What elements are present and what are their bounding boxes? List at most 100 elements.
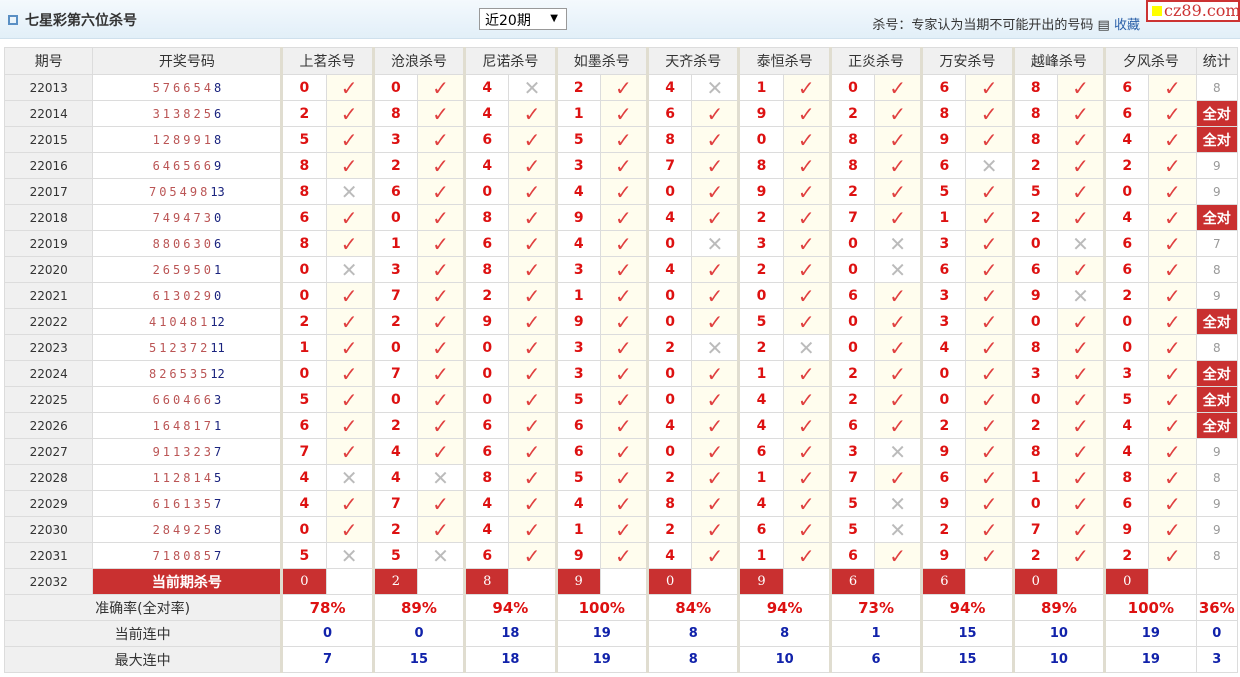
- empty-cell: [1195, 568, 1239, 595]
- check-icon: ✓: [325, 152, 374, 179]
- check-icon: ✓: [874, 74, 923, 101]
- draw-numbers: 82653512: [92, 360, 283, 387]
- kill-number: 2: [737, 256, 784, 283]
- period-cell: 22014: [3, 100, 94, 127]
- check-icon: ✓: [508, 464, 557, 491]
- kill-number: 5: [371, 542, 418, 569]
- kill-number: 2: [920, 516, 967, 543]
- header-expert: 万安杀号: [920, 47, 1014, 75]
- kill-number: 2: [1011, 152, 1058, 179]
- table-row: 22028 1128145 4 ✕ 4 ✕ 8 ✓ 5 ✓ 2 ✓ 1 ✓ 7 ✓ 6 ✓ 1 ✓ 8 ✓ 8: [3, 464, 1239, 491]
- kill-number: 1: [737, 360, 784, 387]
- draw-digits: 718085: [152, 548, 214, 563]
- kill-number: 2: [1011, 542, 1058, 569]
- kill-number: 8: [1011, 126, 1058, 153]
- check-icon: ✓: [1148, 256, 1197, 283]
- kill-number: 0: [646, 308, 693, 335]
- check-icon: ✓: [1056, 152, 1106, 179]
- check-icon: ✓: [1056, 74, 1106, 101]
- check-icon: ✓: [599, 308, 649, 335]
- kill-number: 1: [554, 516, 601, 543]
- table-row: 22018 7494730 6 ✓ 0 ✓ 8 ✓ 9 ✓ 4 ✓ 2 ✓ 7 ✓ 1 ✓ 2 ✓ 4 ✓ 全对: [3, 204, 1239, 231]
- kill-number: 3: [828, 438, 876, 465]
- check-icon: ✓: [1056, 464, 1106, 491]
- stat-cell: 8: [1195, 334, 1239, 361]
- current-kill: 6: [920, 568, 967, 595]
- kill-number: 8: [463, 464, 510, 491]
- draw-seventh: 0: [213, 210, 222, 225]
- stat-cell: 8: [1195, 464, 1239, 491]
- kill-number: 7: [371, 360, 418, 387]
- summary-value: 19: [1103, 646, 1197, 673]
- favorite-link[interactable]: 收藏: [1113, 18, 1140, 33]
- empty-cell: [1148, 568, 1197, 595]
- kill-number: 9: [920, 126, 967, 153]
- current-kill: 9: [737, 568, 784, 595]
- kill-number: 5: [554, 464, 601, 491]
- kill-number: 5: [828, 490, 876, 517]
- current-kill: 9: [554, 568, 601, 595]
- kill-number: 9: [1103, 516, 1150, 543]
- kill-number: 0: [280, 256, 327, 283]
- period-cell: 22024: [3, 360, 94, 387]
- summary-value: 10: [737, 646, 831, 673]
- kill-number: 9: [737, 178, 784, 205]
- empty-cell: [325, 568, 374, 595]
- kill-number: 3: [1011, 360, 1058, 387]
- check-icon: ✓: [416, 308, 466, 335]
- check-icon: ✓: [416, 386, 466, 413]
- kill-number: 8: [1011, 100, 1058, 127]
- check-icon: ✓: [416, 412, 466, 439]
- cross-icon: ✕: [1056, 230, 1106, 257]
- kill-number: 5: [280, 126, 327, 153]
- current-kill: 0: [1103, 568, 1150, 595]
- period-cell: 22016: [3, 152, 94, 179]
- draw-seventh: 0: [213, 288, 222, 303]
- check-icon: ✓: [874, 126, 923, 153]
- kill-number: 6: [554, 438, 601, 465]
- check-icon: ✓: [599, 230, 649, 257]
- kill-number: 0: [371, 204, 418, 231]
- draw-seventh: 13: [210, 184, 225, 199]
- draw-numbers: 51237211: [92, 334, 283, 361]
- kill-number: 7: [828, 464, 876, 491]
- check-icon: ✓: [1056, 542, 1106, 569]
- header-expert: 沧浪杀号: [371, 47, 466, 75]
- bookmark-icon: ▤: [1097, 18, 1110, 33]
- kill-number: 6: [280, 412, 327, 439]
- draw-numbers: 41048112: [92, 308, 283, 335]
- kill-number: 6: [1103, 74, 1150, 101]
- kill-number: 4: [463, 100, 510, 127]
- period-cell: 22025: [3, 386, 94, 413]
- check-icon: ✓: [1148, 516, 1197, 543]
- check-icon: ✓: [416, 204, 466, 231]
- kill-number: 4: [1103, 204, 1150, 231]
- check-icon: ✓: [1056, 178, 1106, 205]
- kill-number: 8: [646, 126, 693, 153]
- check-icon: ✓: [599, 74, 649, 101]
- period-select[interactable]: 近20期 ▼: [479, 8, 567, 30]
- check-icon: ✓: [782, 74, 831, 101]
- check-icon: ✓: [965, 308, 1014, 335]
- kill-number: 8: [920, 100, 967, 127]
- check-icon: ✓: [325, 334, 374, 361]
- site-logo[interactable]: cz89.com: [1146, 0, 1240, 22]
- check-icon: ✓: [691, 516, 740, 543]
- check-icon: ✓: [325, 230, 374, 257]
- kill-number: 2: [371, 412, 418, 439]
- kill-number: 4: [646, 542, 693, 569]
- summary-value: 15: [371, 646, 466, 673]
- kill-number: 2: [1103, 282, 1150, 309]
- kill-number: 3: [1103, 360, 1150, 387]
- check-icon: ✓: [416, 74, 466, 101]
- draw-seventh: 3: [213, 392, 222, 407]
- check-icon: ✓: [782, 204, 831, 231]
- empty-cell: [691, 568, 740, 595]
- check-icon: ✓: [1148, 464, 1197, 491]
- kill-number: 0: [828, 230, 876, 257]
- check-icon: ✓: [691, 464, 740, 491]
- kill-number: 1: [737, 74, 784, 101]
- check-icon: ✓: [599, 360, 649, 387]
- cross-icon: ✕: [874, 256, 923, 283]
- kill-number: 4: [646, 256, 693, 283]
